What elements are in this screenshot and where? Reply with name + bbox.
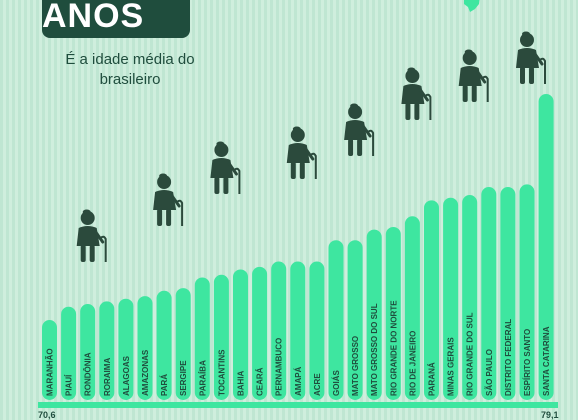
bar-20 bbox=[404, 216, 420, 400]
bar-19 bbox=[385, 226, 401, 400]
subtitle-line-1: É a idade média do bbox=[65, 51, 195, 68]
bar-label: ESPÍRITO SANTO bbox=[523, 329, 532, 396]
bar-label: AMAZONAS bbox=[141, 349, 150, 396]
brazil-map-icon bbox=[464, 0, 480, 12]
bar-label: PIAUÍ bbox=[65, 374, 74, 396]
bar-8 bbox=[175, 288, 191, 400]
bar-label: RIO GRANDE DO SUL bbox=[466, 312, 475, 396]
bar-label: PARANÁ bbox=[428, 362, 437, 396]
bar-label: PARÁ bbox=[160, 374, 169, 396]
elderly-person-icon bbox=[286, 126, 317, 179]
bar-26 bbox=[519, 184, 535, 400]
bar-label: SERGIPE bbox=[179, 360, 188, 396]
elderly-person-icon bbox=[458, 49, 489, 102]
scale-max-label: 79,1 bbox=[541, 410, 559, 420]
bar-label: SÃO PAULO bbox=[485, 349, 494, 396]
bar-label: RIO DE JANEIRO bbox=[408, 331, 417, 396]
bar-label: RONDÔNIA bbox=[84, 352, 93, 396]
bar-4 bbox=[99, 301, 115, 400]
bar-12 bbox=[252, 266, 268, 400]
scale-min-label: 70,6 bbox=[38, 410, 56, 420]
bar-label: GOIÁS bbox=[332, 370, 341, 396]
title-badge: 75 ANOS bbox=[42, 0, 190, 38]
bar-label: RORAIMA bbox=[103, 358, 112, 396]
bar-label: PERNAMBUCO bbox=[275, 338, 284, 396]
bar-18 bbox=[366, 229, 382, 400]
bar-2 bbox=[61, 306, 77, 400]
bar-label: RIO GRANDE DO NORTE bbox=[389, 300, 398, 396]
bar-22 bbox=[443, 197, 459, 400]
bar-14 bbox=[290, 261, 306, 400]
bar-label: ALAGOAS bbox=[122, 355, 131, 396]
elderly-person-icon bbox=[516, 31, 546, 84]
bar-24 bbox=[481, 187, 497, 400]
bar-label: DISTRITO FEDERAL bbox=[504, 319, 513, 396]
bar-label: CEARÁ bbox=[256, 367, 265, 396]
elderly-person-icon bbox=[76, 209, 107, 262]
elderly-person-icon bbox=[401, 67, 432, 120]
bar-label: BAHIA bbox=[237, 370, 246, 396]
bar-10 bbox=[213, 274, 229, 400]
bar-11 bbox=[233, 269, 248, 400]
subtitle: É a idade média do brasileiro bbox=[30, 50, 230, 90]
bar-label: MARANHÃO bbox=[46, 348, 55, 396]
bar-23 bbox=[462, 195, 478, 400]
bar-9 bbox=[194, 277, 210, 400]
bar-label: TOCANTINS bbox=[217, 349, 226, 396]
bar-27 bbox=[538, 94, 554, 400]
bar-17 bbox=[347, 240, 363, 400]
elderly-person-icon bbox=[153, 173, 184, 226]
bar-6 bbox=[137, 296, 153, 400]
bar-13 bbox=[271, 261, 287, 400]
bar-5 bbox=[118, 298, 134, 400]
page-title: 75 ANOS bbox=[42, 0, 145, 35]
bar-label: PARAÍBA bbox=[198, 360, 207, 396]
elderly-person-icon bbox=[210, 141, 241, 194]
bar-1 bbox=[42, 320, 57, 400]
bar-21 bbox=[424, 200, 439, 400]
bar-25 bbox=[500, 187, 516, 400]
bar-label: MINAS GERAIS bbox=[447, 337, 456, 396]
bar-7 bbox=[156, 290, 172, 400]
bar-label: MATO GROSSO bbox=[351, 336, 360, 396]
baseline-strip bbox=[38, 402, 558, 408]
elderly-person-icon bbox=[344, 103, 375, 156]
bar-label: SANTA CATARINA bbox=[542, 326, 551, 396]
bar-label: MATO GROSSO DO SUL bbox=[370, 303, 379, 396]
bar-label: AMAPÁ bbox=[294, 366, 303, 396]
bar-15 bbox=[309, 261, 325, 400]
bar-label: ACRE bbox=[313, 373, 322, 396]
subtitle-line-2: brasileiro bbox=[99, 71, 161, 88]
bar-16 bbox=[328, 240, 344, 400]
bar-3 bbox=[80, 304, 96, 400]
